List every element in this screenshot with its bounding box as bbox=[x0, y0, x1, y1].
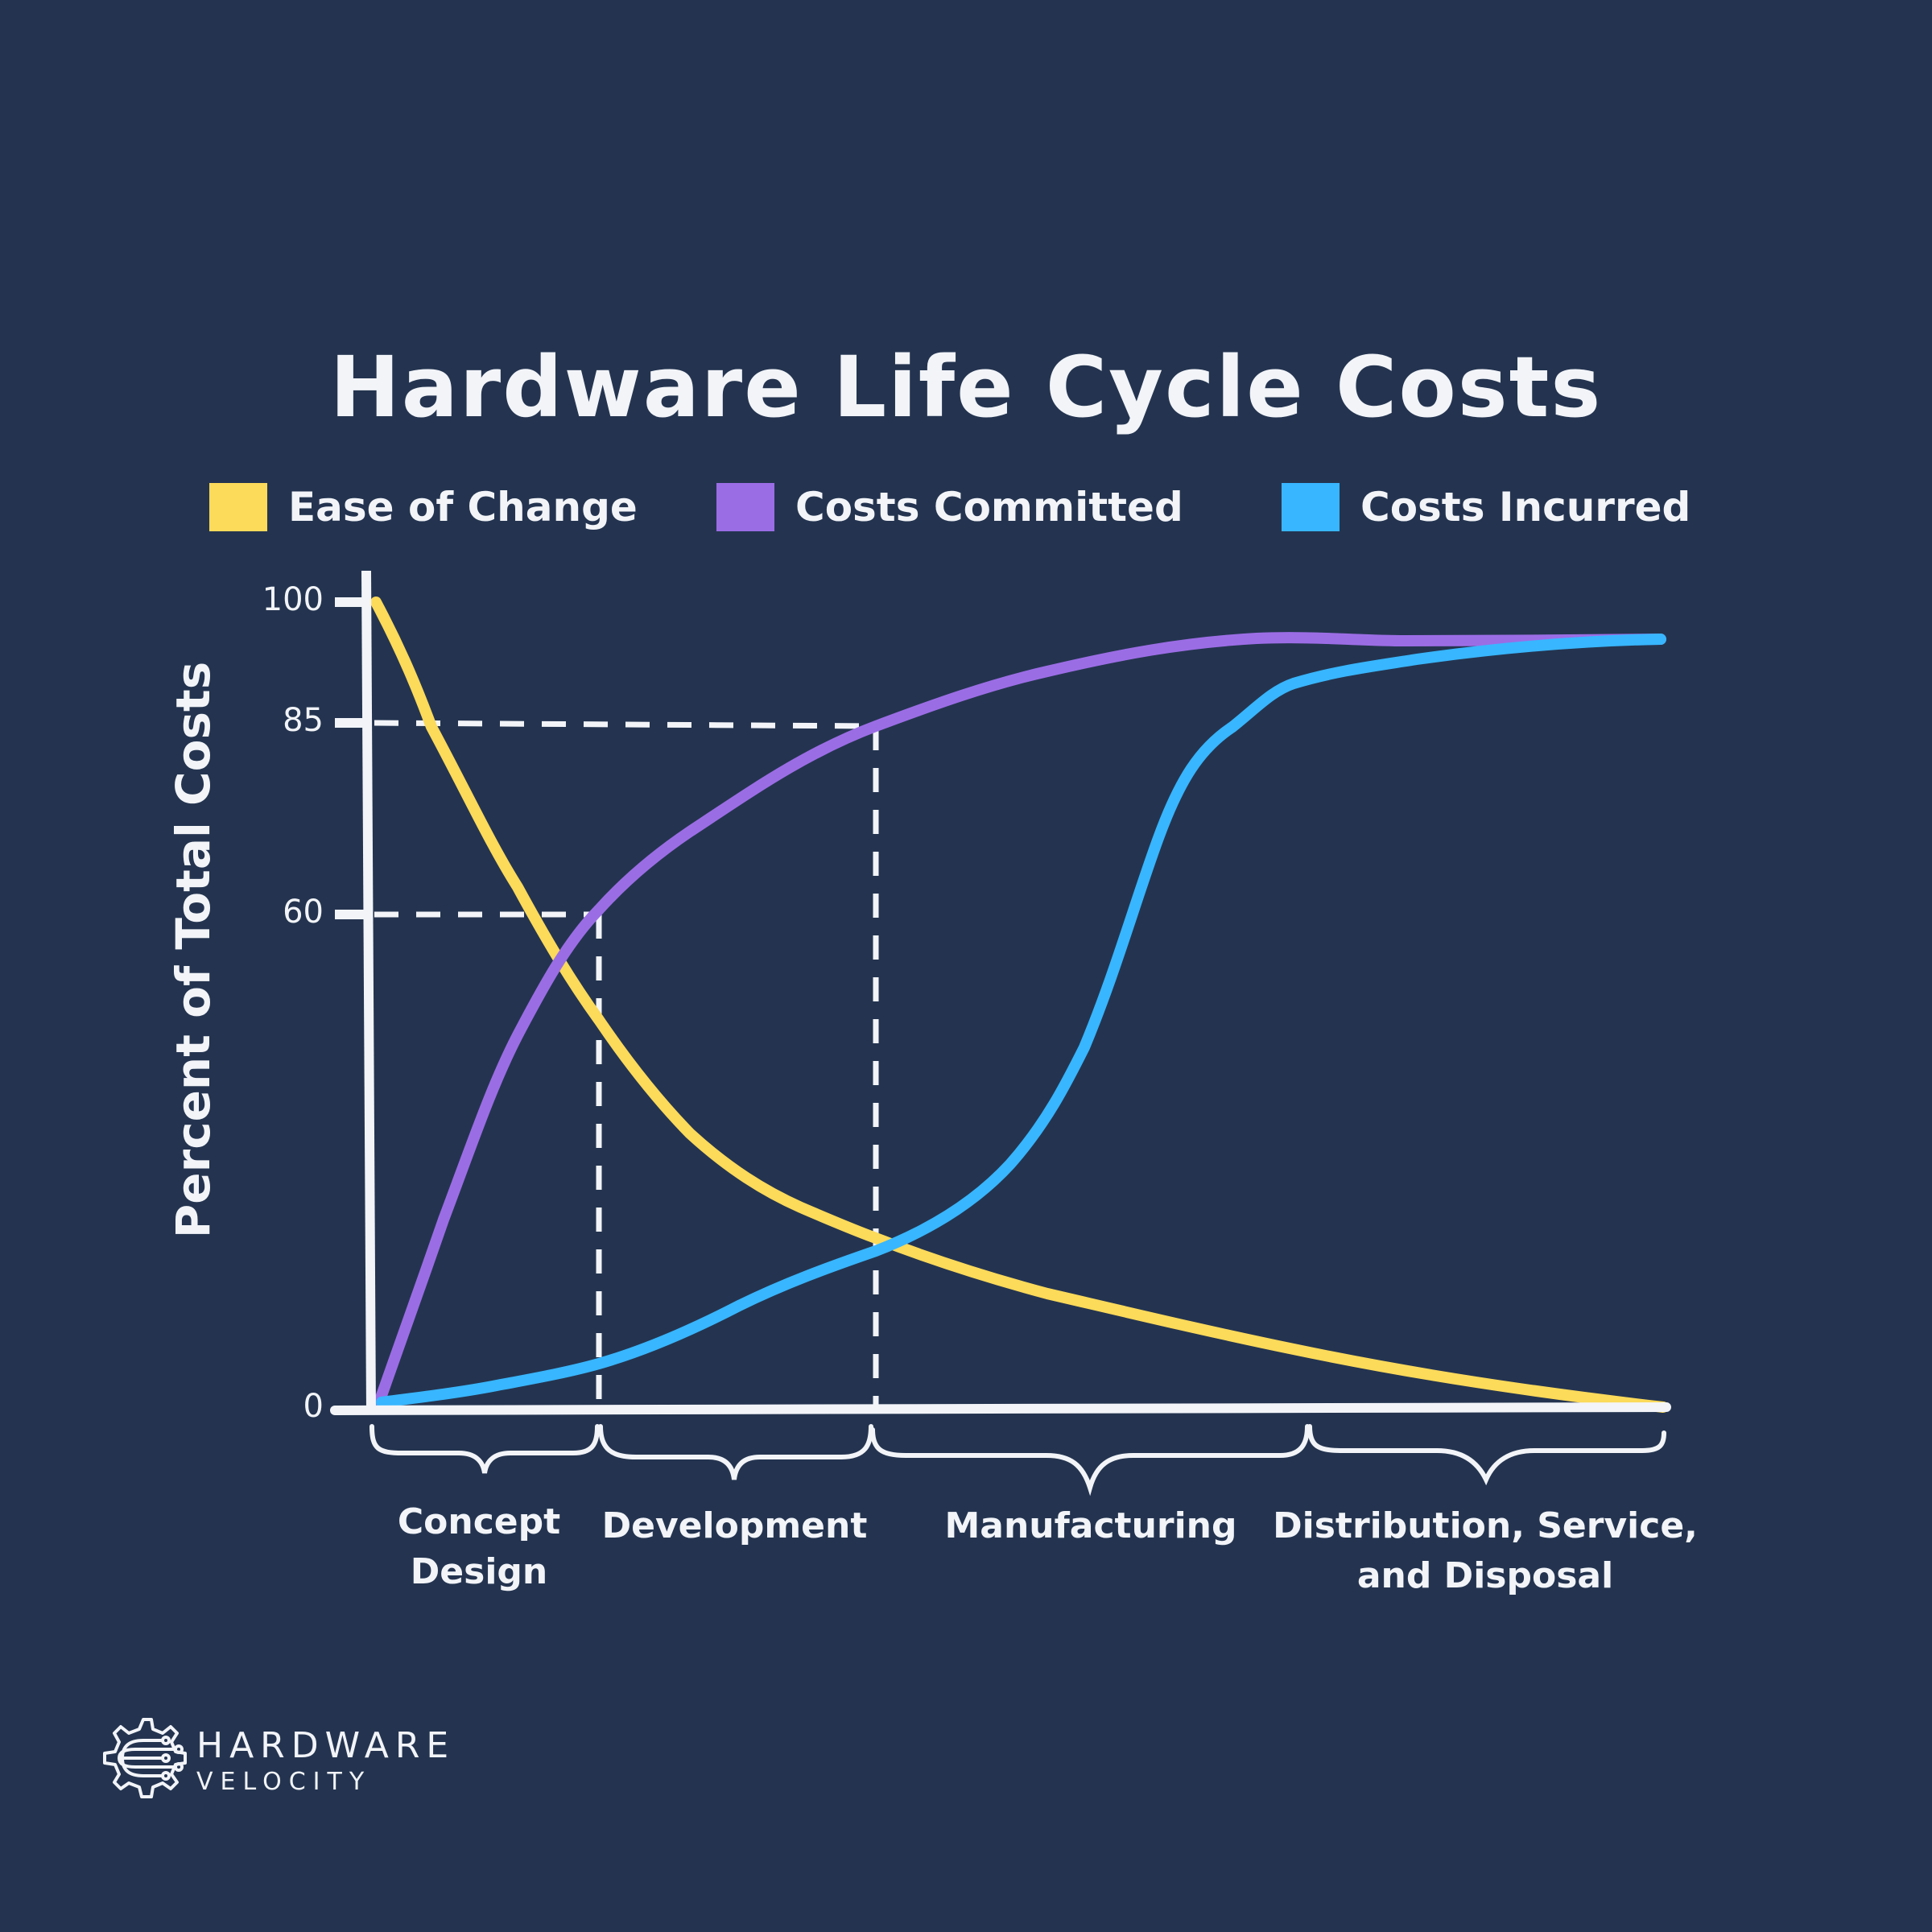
legend-item-costs-committed: Costs Committed bbox=[716, 481, 1183, 533]
y-tick-0: 0 bbox=[303, 1388, 324, 1425]
brace-development bbox=[598, 1424, 873, 1480]
x-axis-line bbox=[330, 1402, 1671, 1415]
costs-incurred-curve bbox=[376, 634, 1666, 1408]
ease-of-change-curve bbox=[370, 597, 1669, 1413]
phase-label-line: Design bbox=[410, 1551, 548, 1592]
logo-text-hardware: HARDWARE bbox=[196, 1725, 456, 1766]
legend-swatch-purple bbox=[716, 483, 774, 531]
phase-label-distribution: Distribution, Service, and Disposal bbox=[1272, 1501, 1699, 1601]
legend-label: Costs Committed bbox=[795, 484, 1183, 530]
y-ticks bbox=[335, 597, 369, 919]
legend-item-costs-incurred: Costs Incurred bbox=[1282, 481, 1690, 533]
phase-label-line: Manufacturing bbox=[944, 1505, 1237, 1546]
phase-label-line: Concept bbox=[397, 1501, 561, 1542]
brace-distribution bbox=[1307, 1424, 1666, 1486]
hardware-velocity-logo: HARDWARE VELOCITY bbox=[95, 1713, 455, 1810]
y-tick-100: 100 bbox=[262, 581, 324, 618]
y-tick-60: 60 bbox=[283, 894, 324, 931]
legend-label: Ease of Change bbox=[288, 484, 638, 530]
legend-swatch-yellow bbox=[209, 483, 267, 531]
chart-title: Hardware Life Cycle Costs bbox=[329, 338, 1603, 436]
legend-item-ease-of-change: Ease of Change bbox=[209, 481, 638, 533]
legend: Ease of Change Costs Committed Costs Inc… bbox=[0, 481, 1932, 538]
guide-85-horizontal bbox=[374, 720, 877, 729]
legend-swatch-blue bbox=[1282, 483, 1340, 531]
y-axis-line bbox=[361, 570, 376, 1414]
phase-label-development: Development bbox=[596, 1501, 873, 1551]
brace-manufacturing bbox=[870, 1424, 1310, 1496]
gear-circuit-icon bbox=[103, 1718, 187, 1798]
phase-label-line: Distribution, Service, bbox=[1273, 1505, 1698, 1546]
dashed-guides bbox=[374, 720, 879, 1407]
phase-braces bbox=[369, 1424, 1666, 1496]
phase-label-line: and Disposal bbox=[1356, 1555, 1614, 1596]
y-tick-85: 85 bbox=[283, 702, 324, 739]
phase-label-manufacturing: Manufacturing bbox=[926, 1501, 1256, 1551]
brace-concept-design bbox=[369, 1424, 600, 1474]
logo-text-velocity: VELOCITY bbox=[196, 1768, 372, 1796]
phase-label-concept-design: Concept Design bbox=[346, 1497, 612, 1597]
costs-committed-curve bbox=[374, 632, 1666, 1408]
phase-label-line: Development bbox=[601, 1505, 868, 1546]
legend-label: Costs Incurred bbox=[1360, 484, 1691, 530]
